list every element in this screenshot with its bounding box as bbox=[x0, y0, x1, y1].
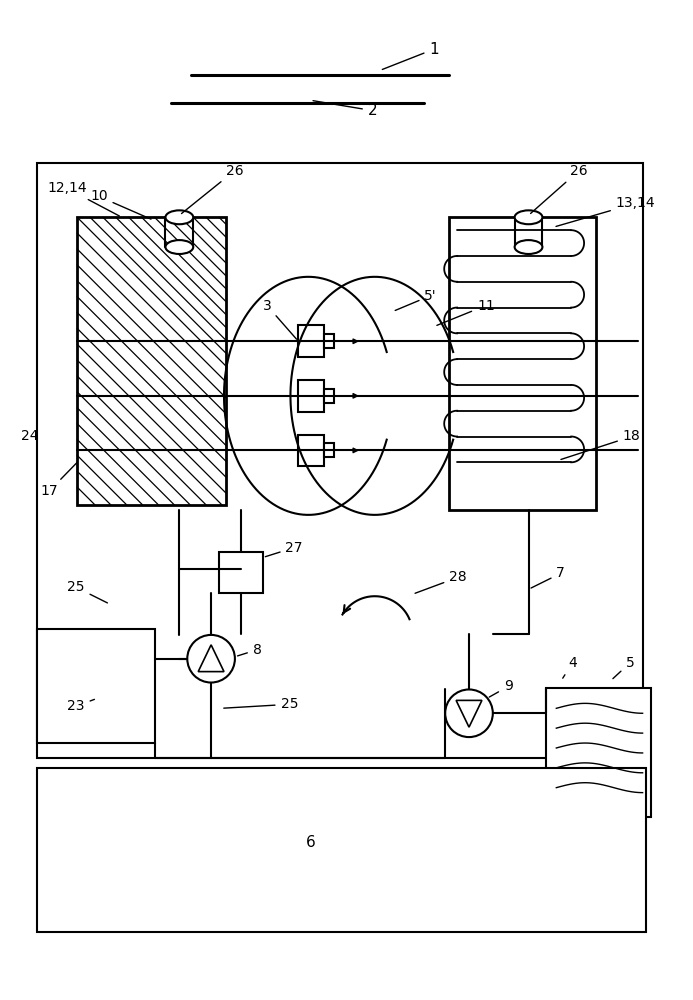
Text: 26: 26 bbox=[531, 164, 588, 213]
Bar bbox=[324, 389, 334, 403]
Text: 10: 10 bbox=[90, 189, 151, 219]
Text: 18: 18 bbox=[561, 429, 640, 459]
Ellipse shape bbox=[515, 240, 543, 254]
Text: 5: 5 bbox=[613, 656, 635, 679]
Text: 9: 9 bbox=[489, 679, 513, 697]
Text: 8: 8 bbox=[238, 643, 262, 657]
Text: 4: 4 bbox=[563, 656, 577, 678]
Text: 12,14: 12,14 bbox=[47, 181, 119, 216]
Bar bbox=[546, 688, 651, 817]
Circle shape bbox=[187, 635, 235, 683]
Text: 1: 1 bbox=[383, 42, 439, 69]
Ellipse shape bbox=[166, 240, 193, 254]
Text: 26: 26 bbox=[182, 164, 244, 214]
Text: 7: 7 bbox=[531, 566, 565, 588]
Text: 11: 11 bbox=[437, 299, 495, 325]
Text: 23: 23 bbox=[67, 699, 94, 713]
Bar bbox=[324, 334, 334, 348]
Polygon shape bbox=[456, 700, 482, 727]
Bar bbox=[37, 768, 646, 932]
Text: 2: 2 bbox=[313, 101, 378, 118]
Text: 28: 28 bbox=[415, 570, 467, 593]
Circle shape bbox=[445, 689, 493, 737]
Text: 6: 6 bbox=[306, 835, 315, 850]
Bar bbox=[219, 552, 263, 593]
Bar bbox=[37, 629, 155, 743]
Bar bbox=[77, 217, 226, 505]
Ellipse shape bbox=[166, 210, 193, 224]
Bar bbox=[449, 217, 596, 510]
Text: 3: 3 bbox=[263, 299, 297, 339]
Text: 24: 24 bbox=[21, 429, 38, 443]
Ellipse shape bbox=[515, 210, 543, 224]
Bar bbox=[299, 325, 324, 357]
Bar bbox=[37, 163, 642, 758]
Bar bbox=[299, 435, 324, 466]
Text: 27: 27 bbox=[265, 541, 303, 557]
Text: 17: 17 bbox=[40, 462, 77, 498]
Bar bbox=[299, 380, 324, 412]
Text: 25: 25 bbox=[67, 580, 107, 603]
Polygon shape bbox=[198, 645, 224, 672]
Text: 13,14: 13,14 bbox=[556, 196, 656, 226]
Text: 25: 25 bbox=[224, 697, 298, 711]
Bar bbox=[324, 443, 334, 457]
Text: 5': 5' bbox=[395, 289, 437, 310]
